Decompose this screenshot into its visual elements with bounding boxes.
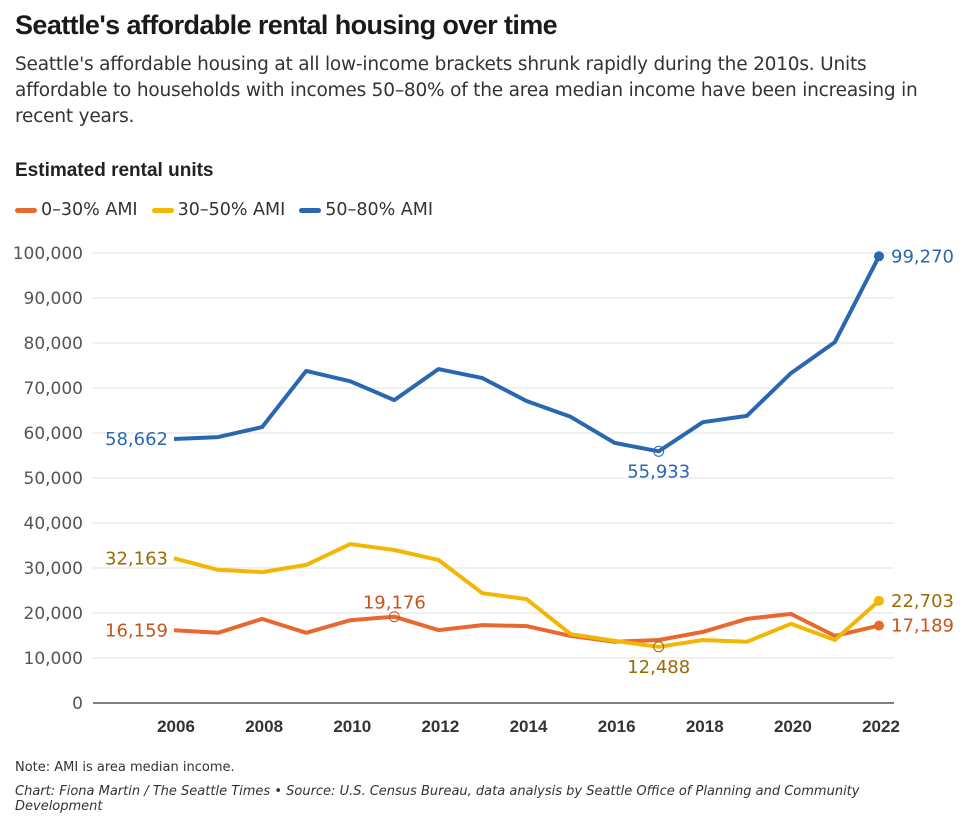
data-label: 99,270 [891, 246, 954, 267]
x-tick-label: 2020 [774, 717, 812, 736]
y-axis-title: Estimated rental units [15, 160, 214, 181]
series-line-2 [173, 255, 881, 454]
y-tick-label: 80,000 [24, 334, 83, 354]
legend-item-0-30: 0–30% AMI [15, 200, 138, 220]
series-line-0 [173, 611, 880, 644]
y-tick-label: 30,000 [24, 559, 83, 579]
data-label: 58,662 [105, 429, 168, 450]
line-chart: 0 10,000 20,000 30,000 40,000 50,000 60,000 70,… [13, 244, 954, 736]
y-tick-label: 70,000 [24, 379, 83, 399]
x-tick-label: 2014 [510, 717, 548, 736]
highlight-marker [653, 445, 665, 457]
x-tick-label: 2018 [686, 717, 724, 736]
y-tick-label: 0 [72, 694, 83, 714]
data-label: 22,703 [891, 591, 954, 612]
x-tick-label: 2016 [598, 717, 636, 736]
y-tick-label: 20,000 [24, 604, 83, 624]
data-label: 16,159 [105, 620, 168, 641]
data-label: 55,933 [627, 461, 690, 482]
footnote: Note: AMI is area median income. [15, 760, 235, 775]
legend-swatch-30-50 [151, 207, 174, 213]
endpoint-marker [874, 251, 884, 262]
gridlines [93, 252, 894, 704]
series-line-1 [173, 542, 881, 649]
chart-title: Seattle's affordable rental housing over… [15, 10, 558, 40]
chart-subtitle: Seattle's affordable housing at all low-… [15, 54, 918, 127]
legend-label-0-30: 0–30% AMI [41, 200, 138, 220]
legend-item-30-50: 30–50% AMI [151, 200, 286, 220]
x-tick-label: 2010 [333, 717, 371, 736]
endpoint-marker [874, 595, 884, 606]
y-axis-ticks: 0 10,000 20,000 30,000 40,000 50,000 60,000 70,… [13, 244, 83, 714]
highlight-marker [388, 611, 400, 623]
source-credit: Chart: Fiona Martin / The Seattle Times … [15, 784, 860, 814]
x-axis-ticks: 2006 2008 2010 2012 2014 2016 2018 2020 2022 [157, 717, 900, 736]
annotations: 16,159 19,176 17,189 32,163 12,488 22,703 58,6… [105, 246, 954, 678]
legend-item-50-80: 50–80% AMI [299, 200, 433, 220]
data-label: 17,189 [891, 616, 954, 637]
legend-swatch-50-80 [299, 207, 322, 213]
x-tick-label: 2008 [245, 717, 283, 736]
y-tick-label: 40,000 [24, 514, 83, 534]
y-tick-label: 50,000 [24, 469, 83, 489]
y-tick-label: 10,000 [24, 649, 83, 669]
legend: 0–30% AMI 30–50% AMI 50–80% AMI [15, 200, 433, 220]
data-label: 32,163 [105, 548, 168, 569]
x-tick-label: 2006 [157, 717, 195, 736]
legend-label-50-80: 50–80% AMI [325, 200, 434, 220]
x-tick-label: 2012 [421, 717, 459, 736]
data-label: 19,176 [363, 593, 426, 614]
y-tick-label: 90,000 [24, 289, 83, 309]
endpoint-marker [874, 620, 884, 631]
data-label: 12,488 [627, 657, 690, 678]
legend-swatch-0-30 [15, 207, 37, 213]
highlight-marker [653, 641, 665, 653]
legend-label-30-50: 30–50% AMI [177, 200, 286, 220]
y-tick-label: 100,000 [13, 244, 83, 264]
y-tick-label: 60,000 [24, 424, 83, 444]
x-tick-label: 2022 [862, 717, 900, 736]
series-lines [173, 255, 881, 649]
